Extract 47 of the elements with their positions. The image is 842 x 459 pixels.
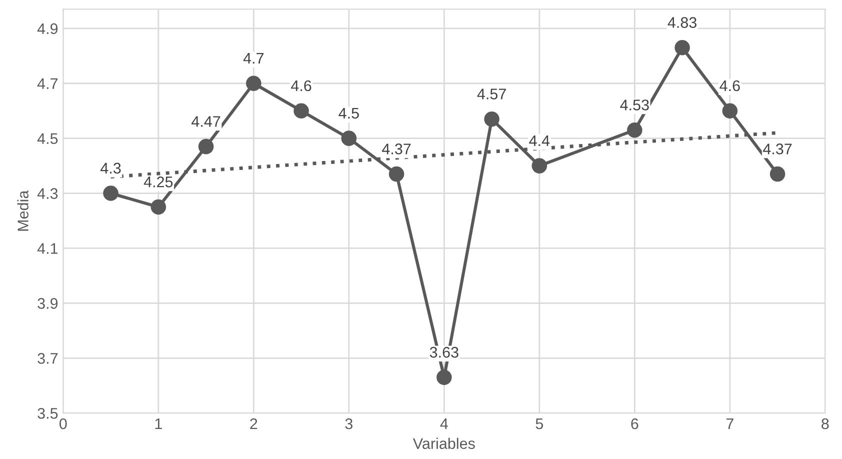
data-label: 4.6	[291, 80, 312, 92]
data-label: 4.83	[668, 17, 696, 28]
x-tick-label: 0	[60, 418, 67, 430]
point	[388, 166, 404, 182]
point	[103, 186, 118, 201]
point	[770, 166, 786, 182]
data-label: 4.5	[338, 108, 359, 119]
x-tick-label: 1	[155, 418, 162, 430]
y-tick-label: 4.7	[37, 78, 58, 89]
point	[484, 111, 500, 127]
data-label: 3.63	[430, 346, 458, 358]
point	[294, 103, 309, 118]
data-label: 4.4	[529, 135, 550, 146]
point	[150, 199, 166, 215]
data-label: 4.53	[620, 100, 649, 110]
data-label: 4.3	[100, 162, 121, 174]
point	[341, 130, 357, 146]
y-tick-label: 3.9	[38, 298, 58, 309]
data-label: 4.37	[763, 144, 792, 154]
data-label: 4.7	[243, 53, 264, 64]
x-tick-label: 2	[250, 418, 258, 430]
x-tick-label: 5	[536, 418, 544, 430]
x-tick-label: 3	[345, 418, 352, 430]
y-tick-label: 4.9	[37, 23, 58, 34]
y-tick-label: 4.3	[37, 188, 58, 199]
data-label: 4.25	[144, 176, 173, 188]
point	[198, 138, 214, 154]
y-tick-label: 3.7	[38, 353, 58, 364]
x-axis-title: Variables	[412, 438, 475, 449]
point	[532, 158, 548, 174]
data-label: 4.47	[192, 116, 220, 127]
x-tick-label: 8	[822, 418, 829, 430]
x-tick-label: 4	[440, 418, 448, 430]
point	[627, 122, 642, 138]
point	[436, 370, 452, 386]
y-tick-label: 4.5	[37, 133, 58, 144]
point	[674, 40, 690, 56]
x-tick-label: 6	[631, 418, 638, 430]
point	[722, 103, 738, 118]
data-label: 4.6	[720, 80, 740, 92]
data-label: 4.37	[382, 144, 411, 154]
y-tick-label: 3.5	[38, 408, 58, 419]
point	[246, 76, 262, 92]
x-tick-label: 7	[726, 418, 734, 430]
data-label: 4.57	[477, 88, 506, 100]
y-tick-label: 4.1	[37, 243, 58, 254]
y-axis-title: Media	[17, 190, 28, 231]
